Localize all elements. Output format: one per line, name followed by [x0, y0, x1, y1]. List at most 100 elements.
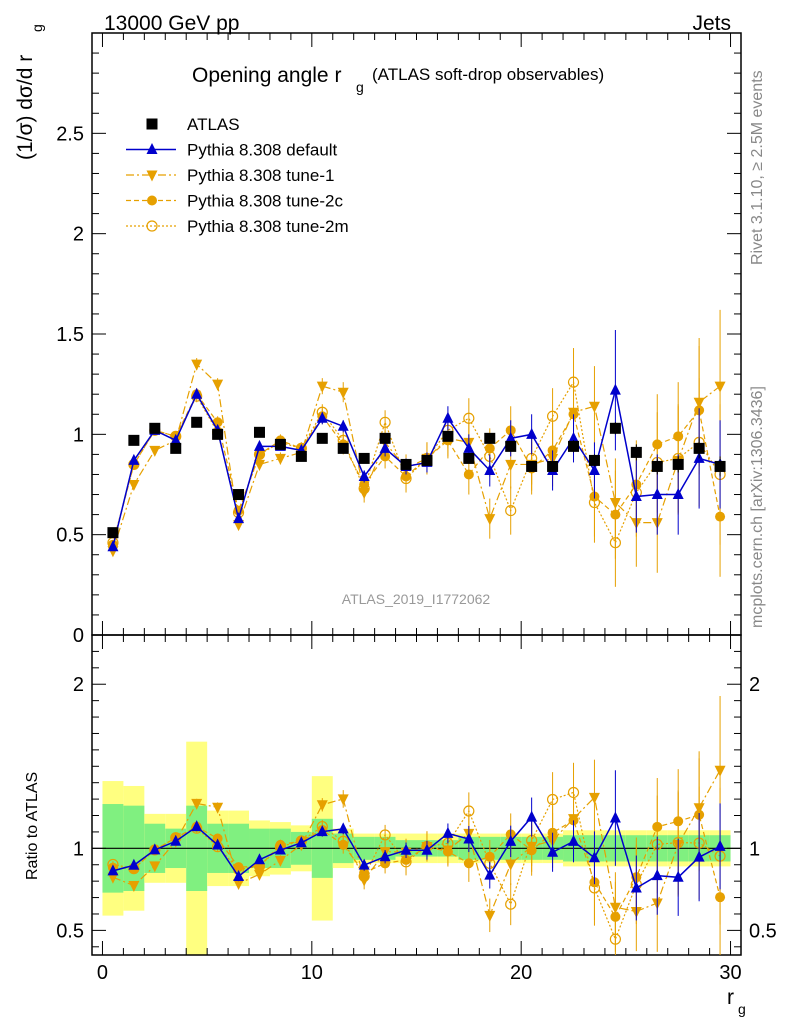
ratio-point-default — [233, 869, 245, 881]
point-data — [274, 438, 286, 450]
energy-label: 13000 GeV pp — [104, 12, 239, 35]
chart-title-extra: (ATLAS soft-drop observables) — [372, 65, 604, 84]
point-default — [463, 441, 475, 453]
point-tune1 — [588, 401, 600, 413]
legend-entry: Pythia 8.308 default — [126, 141, 338, 160]
ratio-point-tune1 — [693, 803, 705, 815]
ratio-point-tune1 — [588, 792, 600, 804]
point-default — [568, 431, 580, 443]
ratio-point-default — [630, 881, 642, 893]
point-tune2m — [505, 504, 517, 517]
point-default — [358, 469, 370, 481]
point-tune1 — [316, 381, 328, 393]
axes: 0 10 20 30 0.5 1 1.5 2 2.5 0 0.5 0.5 1 1 2 2 — [56, 32, 777, 984]
point-default — [191, 387, 203, 399]
point-default — [170, 433, 182, 445]
ratio-point-default — [421, 843, 433, 855]
point-data — [379, 432, 391, 444]
legend-marker — [147, 195, 157, 206]
point-data — [693, 442, 705, 454]
point-default — [337, 419, 349, 431]
point-data — [170, 442, 182, 454]
legend-entry: Pythia 8.308 tune-2m — [126, 217, 349, 236]
point-data — [191, 416, 203, 428]
legend-label: Pythia 8.308 tune-1 — [187, 166, 334, 185]
legend-marker — [146, 170, 158, 182]
point-default — [526, 427, 538, 439]
ratio-point-default — [191, 820, 203, 832]
ratio-point-tune1 — [274, 855, 286, 867]
ratio-point-tune1 — [358, 875, 370, 887]
point-data — [295, 450, 307, 462]
ratio-point-default — [463, 832, 475, 844]
ratio-point-default — [609, 811, 621, 823]
point-tune1 — [358, 488, 370, 500]
y-tick-label: 1 — [73, 424, 84, 446]
ratio-line-default — [112, 815, 721, 890]
ratio-point-tune2c — [212, 833, 223, 844]
legend: ATLAS Pythia 8.308 default Pythia 8.308 tu… — [126, 115, 349, 236]
y-tick-label: 1.5 — [56, 324, 84, 346]
point-default — [379, 441, 391, 453]
ratio-point-tune2m — [505, 898, 517, 910]
point-data — [233, 489, 245, 501]
point-data — [421, 454, 433, 466]
ratio-y-tick-label: 2 — [73, 674, 84, 696]
point-data — [212, 428, 224, 440]
point-tune1 — [505, 459, 517, 471]
x-tick-label: 20 — [510, 962, 532, 984]
point-tune2c — [652, 439, 663, 450]
ratio-y-tick-label-right: 2 — [749, 674, 760, 696]
point-default — [588, 463, 600, 475]
ratio-point-default — [672, 870, 684, 882]
point-default — [484, 463, 496, 475]
chart-title: Opening angle r — [192, 64, 341, 87]
point-tune1 — [609, 498, 621, 510]
point-default — [253, 439, 265, 451]
point-default — [672, 488, 684, 500]
point-data — [149, 422, 161, 434]
point-data — [630, 446, 642, 458]
series-layer — [107, 309, 726, 955]
ratio-point-tune1 — [253, 869, 265, 881]
point-tune1 — [693, 397, 705, 409]
x-tick-label: 30 — [719, 962, 741, 984]
point-data — [253, 426, 265, 438]
ratio-point-tune1 — [568, 814, 580, 826]
point-default — [233, 512, 245, 524]
series-line-default — [112, 389, 721, 547]
series-line-tune2c — [112, 393, 721, 545]
ratio-point-default — [316, 825, 328, 837]
ratio-point-tune2c — [715, 892, 726, 903]
point-tune1 — [253, 459, 265, 471]
ratio-point-tune1 — [714, 765, 726, 777]
legend-marker — [146, 118, 158, 130]
point-default — [609, 383, 621, 395]
legend-marker — [146, 143, 158, 154]
ratio-point-tune1 — [149, 861, 161, 873]
ratio-point-default — [714, 839, 726, 851]
legend-entry: Pythia 8.308 tune-2c — [126, 192, 343, 211]
y-axis-label: (1/σ) dσ/d r — [14, 55, 37, 160]
legend-label: Pythia 8.308 tune-2m — [187, 217, 349, 236]
point-tune2m — [546, 410, 559, 422]
ratio-point-tune1 — [609, 902, 621, 914]
category-label: Jets — [692, 12, 731, 35]
ratio-point-tune1 — [233, 878, 245, 890]
ratio-point-default — [547, 845, 559, 857]
point-tune2c — [715, 511, 726, 522]
analysis-id: ATLAS_2019_I1772062 — [342, 591, 491, 607]
point-tune2c — [484, 443, 495, 454]
ratio-point-default — [253, 853, 265, 865]
y-tick-label: 0.5 — [56, 525, 84, 547]
point-data — [337, 442, 349, 454]
ratio-point-default — [400, 843, 412, 855]
point-default — [630, 490, 642, 502]
y-tick-label: 0 — [73, 625, 84, 647]
ratio-point-default — [128, 858, 140, 870]
ratio-point-default — [379, 850, 391, 862]
ratio-point-default — [484, 868, 496, 880]
point-data — [526, 460, 538, 472]
point-default — [128, 453, 140, 465]
point-data — [463, 452, 475, 464]
